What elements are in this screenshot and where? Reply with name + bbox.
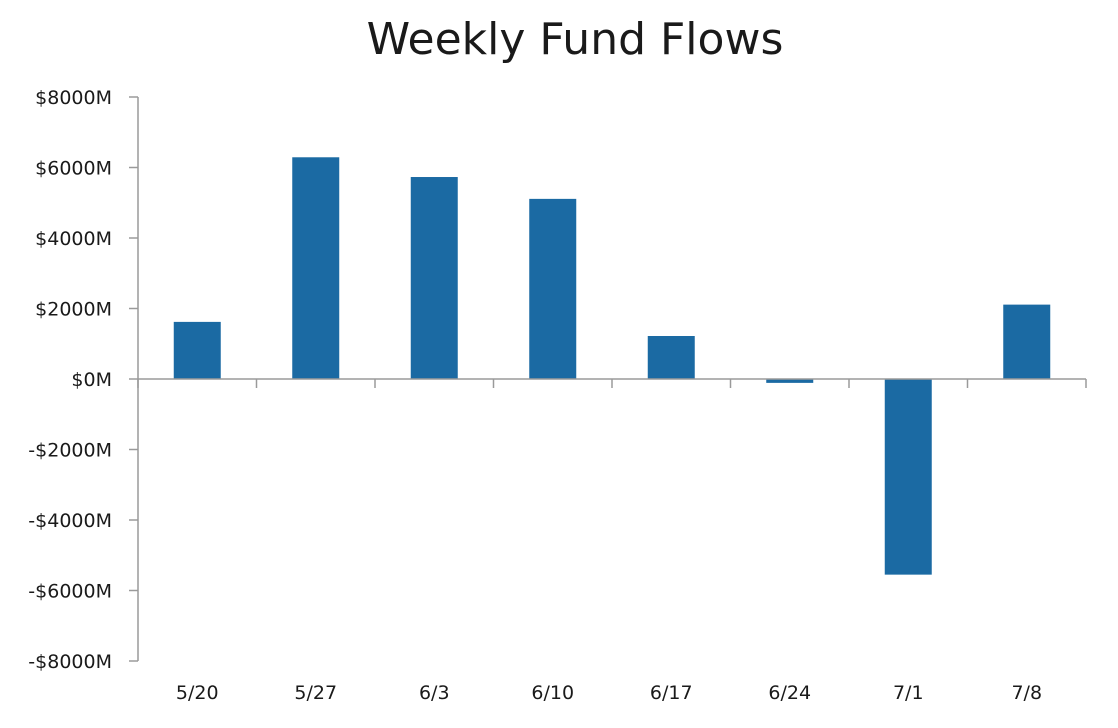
y-axis: $8000M $6000M $4000M $2000M $0M -$2000M -$4000… bbox=[28, 87, 139, 673]
bars bbox=[173, 157, 1051, 575]
bar-7-1 bbox=[884, 379, 932, 575]
chart-title: Weekly Fund Flows bbox=[366, 14, 784, 65]
y-tick-label: -$2000M bbox=[28, 440, 112, 462]
y-tick-label: $4000M bbox=[35, 228, 112, 250]
x-axis: 5/20 5/27 6/3 6/10 6/17 6/24 7/1 7/8 bbox=[137, 378, 1087, 704]
bar-6-3 bbox=[410, 177, 458, 379]
bar-6-10 bbox=[529, 198, 577, 379]
bar-5-27 bbox=[292, 157, 340, 379]
y-tick-label: $8000M bbox=[35, 87, 112, 109]
y-tick-label: -$8000M bbox=[28, 651, 112, 673]
y-tick-label: -$6000M bbox=[28, 581, 112, 603]
y-tick-label: $6000M bbox=[35, 158, 112, 180]
x-tick-label: 6/17 bbox=[650, 682, 693, 704]
x-tick-label: 7/1 bbox=[893, 682, 924, 704]
x-tick-label: 5/20 bbox=[176, 682, 219, 704]
x-tick-label: 6/24 bbox=[768, 682, 811, 704]
bar-6-17 bbox=[647, 336, 695, 379]
x-tick-label: 6/10 bbox=[531, 682, 574, 704]
bar-5-20 bbox=[173, 321, 221, 379]
x-tick-label: 6/3 bbox=[419, 682, 450, 704]
x-tick-label: 7/8 bbox=[1011, 682, 1042, 704]
y-tick-label: $0M bbox=[71, 369, 112, 391]
x-tick-label: 5/27 bbox=[294, 682, 337, 704]
bar-6-24 bbox=[766, 379, 814, 383]
y-tick-label: $2000M bbox=[35, 299, 112, 321]
bar-7-8 bbox=[1003, 304, 1051, 379]
y-tick-label: -$4000M bbox=[28, 510, 112, 532]
